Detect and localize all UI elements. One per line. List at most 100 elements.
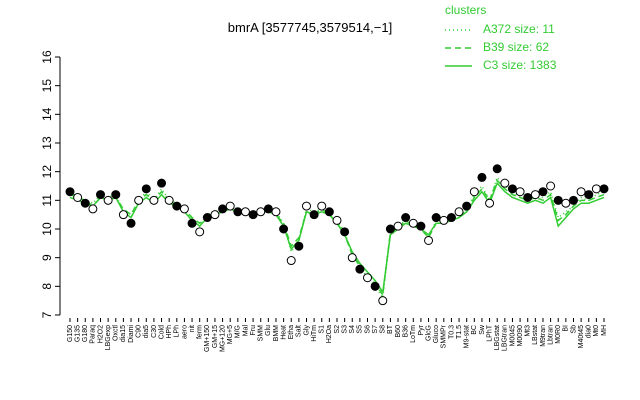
data-point [584, 190, 594, 200]
data-point [96, 190, 106, 200]
data-point [286, 256, 296, 266]
y-tick-label: 9 [40, 254, 54, 261]
data-point [187, 218, 197, 228]
x-tick-label: BC [471, 325, 478, 335]
data-point [103, 195, 113, 205]
data-point [370, 281, 380, 291]
x-tick-label: H2Oa [326, 325, 333, 343]
data-point [309, 210, 319, 220]
x-tick-label: LBstat [532, 325, 539, 345]
x-tick-label: GM+15 [212, 325, 219, 348]
data-point [134, 195, 144, 205]
data-point [225, 201, 235, 211]
x-tick-label: M9-stat [464, 325, 471, 348]
x-tick-label: T0.3 [448, 325, 455, 339]
data-point [256, 207, 266, 217]
data-point [530, 190, 540, 200]
x-tick-label: LPhT [486, 324, 493, 341]
data-point [363, 273, 373, 283]
x-tick-label: LBGexp [105, 325, 112, 350]
data-point [393, 221, 403, 231]
data-point [446, 213, 456, 223]
data-point [538, 187, 548, 197]
x-tick-label: HiTm [311, 325, 318, 342]
x-tick-label: Oxctl [113, 325, 120, 341]
x-tick-label: dia5 [143, 325, 150, 338]
data-point [218, 204, 228, 214]
data-point [126, 218, 136, 228]
data-point [317, 201, 327, 211]
x-tick-label: SMMPr [441, 324, 448, 348]
data-point [424, 235, 434, 245]
x-tick-label: B36 [403, 325, 410, 338]
data-point [172, 201, 182, 211]
data-point [469, 187, 479, 197]
data-point [591, 184, 601, 194]
data-point [233, 207, 243, 217]
data-point [340, 227, 350, 237]
x-tick-label: MG+5 [227, 325, 234, 344]
data-point [401, 213, 411, 223]
data-point [248, 210, 258, 220]
data-point [408, 218, 418, 228]
x-tick-label: Diami [128, 325, 135, 343]
data-point [202, 213, 212, 223]
data-point [179, 204, 189, 214]
x-tick-label: C90 [136, 325, 143, 338]
data-point [439, 215, 449, 225]
y-tick-label: 15 [40, 79, 54, 93]
x-tick-label: M0R0 [555, 325, 562, 344]
x-tick-label: aero [181, 325, 188, 339]
x-tick-label: dia0 [586, 325, 593, 338]
x-tick-label: B60 [395, 325, 402, 338]
x-tick-label: BT [387, 324, 394, 334]
data-point [500, 178, 510, 188]
data-point [210, 210, 220, 220]
x-tick-label: MH [601, 325, 608, 336]
x-tick-label: Paraq [90, 325, 97, 344]
x-tick-label: M0045 [509, 325, 516, 347]
x-tick-label: S1 [319, 325, 326, 334]
data-point [355, 264, 365, 274]
data-point [141, 184, 151, 194]
data-point [294, 241, 304, 251]
y-tick-label: 7 [40, 311, 54, 318]
x-tick-label: ferm [197, 325, 204, 339]
data-point [80, 198, 90, 208]
data-point [73, 192, 83, 202]
data-point [157, 178, 167, 188]
data-point [65, 187, 75, 197]
data-point [324, 207, 334, 217]
data-point [462, 201, 472, 211]
y-tick-label: 12 [40, 165, 54, 179]
x-tick-label: Glu [265, 325, 272, 336]
x-tick-label: S5 [357, 325, 364, 334]
x-tick-label: nit [189, 325, 196, 332]
x-tick-label: LBGtran [502, 325, 509, 351]
x-tick-label: S6 [364, 325, 371, 334]
x-tick-label: S3 [341, 325, 348, 334]
data-point [385, 224, 395, 234]
x-tick-label: Mt3 [525, 325, 532, 337]
x-tick-label: Mt0 [593, 325, 600, 337]
x-tick-label: LBGstat [494, 325, 501, 350]
data-point [507, 184, 517, 194]
x-tick-label: Etha [288, 325, 295, 340]
data-point [347, 253, 357, 263]
data-point [332, 215, 342, 225]
data-point [454, 207, 464, 217]
data-point [477, 172, 487, 182]
x-tick-label: GM+150 [204, 325, 211, 352]
y-tick-label: 11 [40, 194, 54, 207]
x-tick-label: G135 [74, 325, 81, 342]
data-point [492, 164, 502, 174]
x-tick-label: M/G [235, 325, 242, 338]
data-point [271, 207, 281, 217]
data-point [576, 187, 586, 197]
x-tick-label: LoTm [410, 325, 417, 343]
x-tick-label: Cold [158, 325, 165, 340]
x-tick-label: Sb [570, 325, 577, 334]
x-tick-label: MG+120 [219, 325, 226, 352]
x-tick-label: SMM [258, 325, 265, 342]
